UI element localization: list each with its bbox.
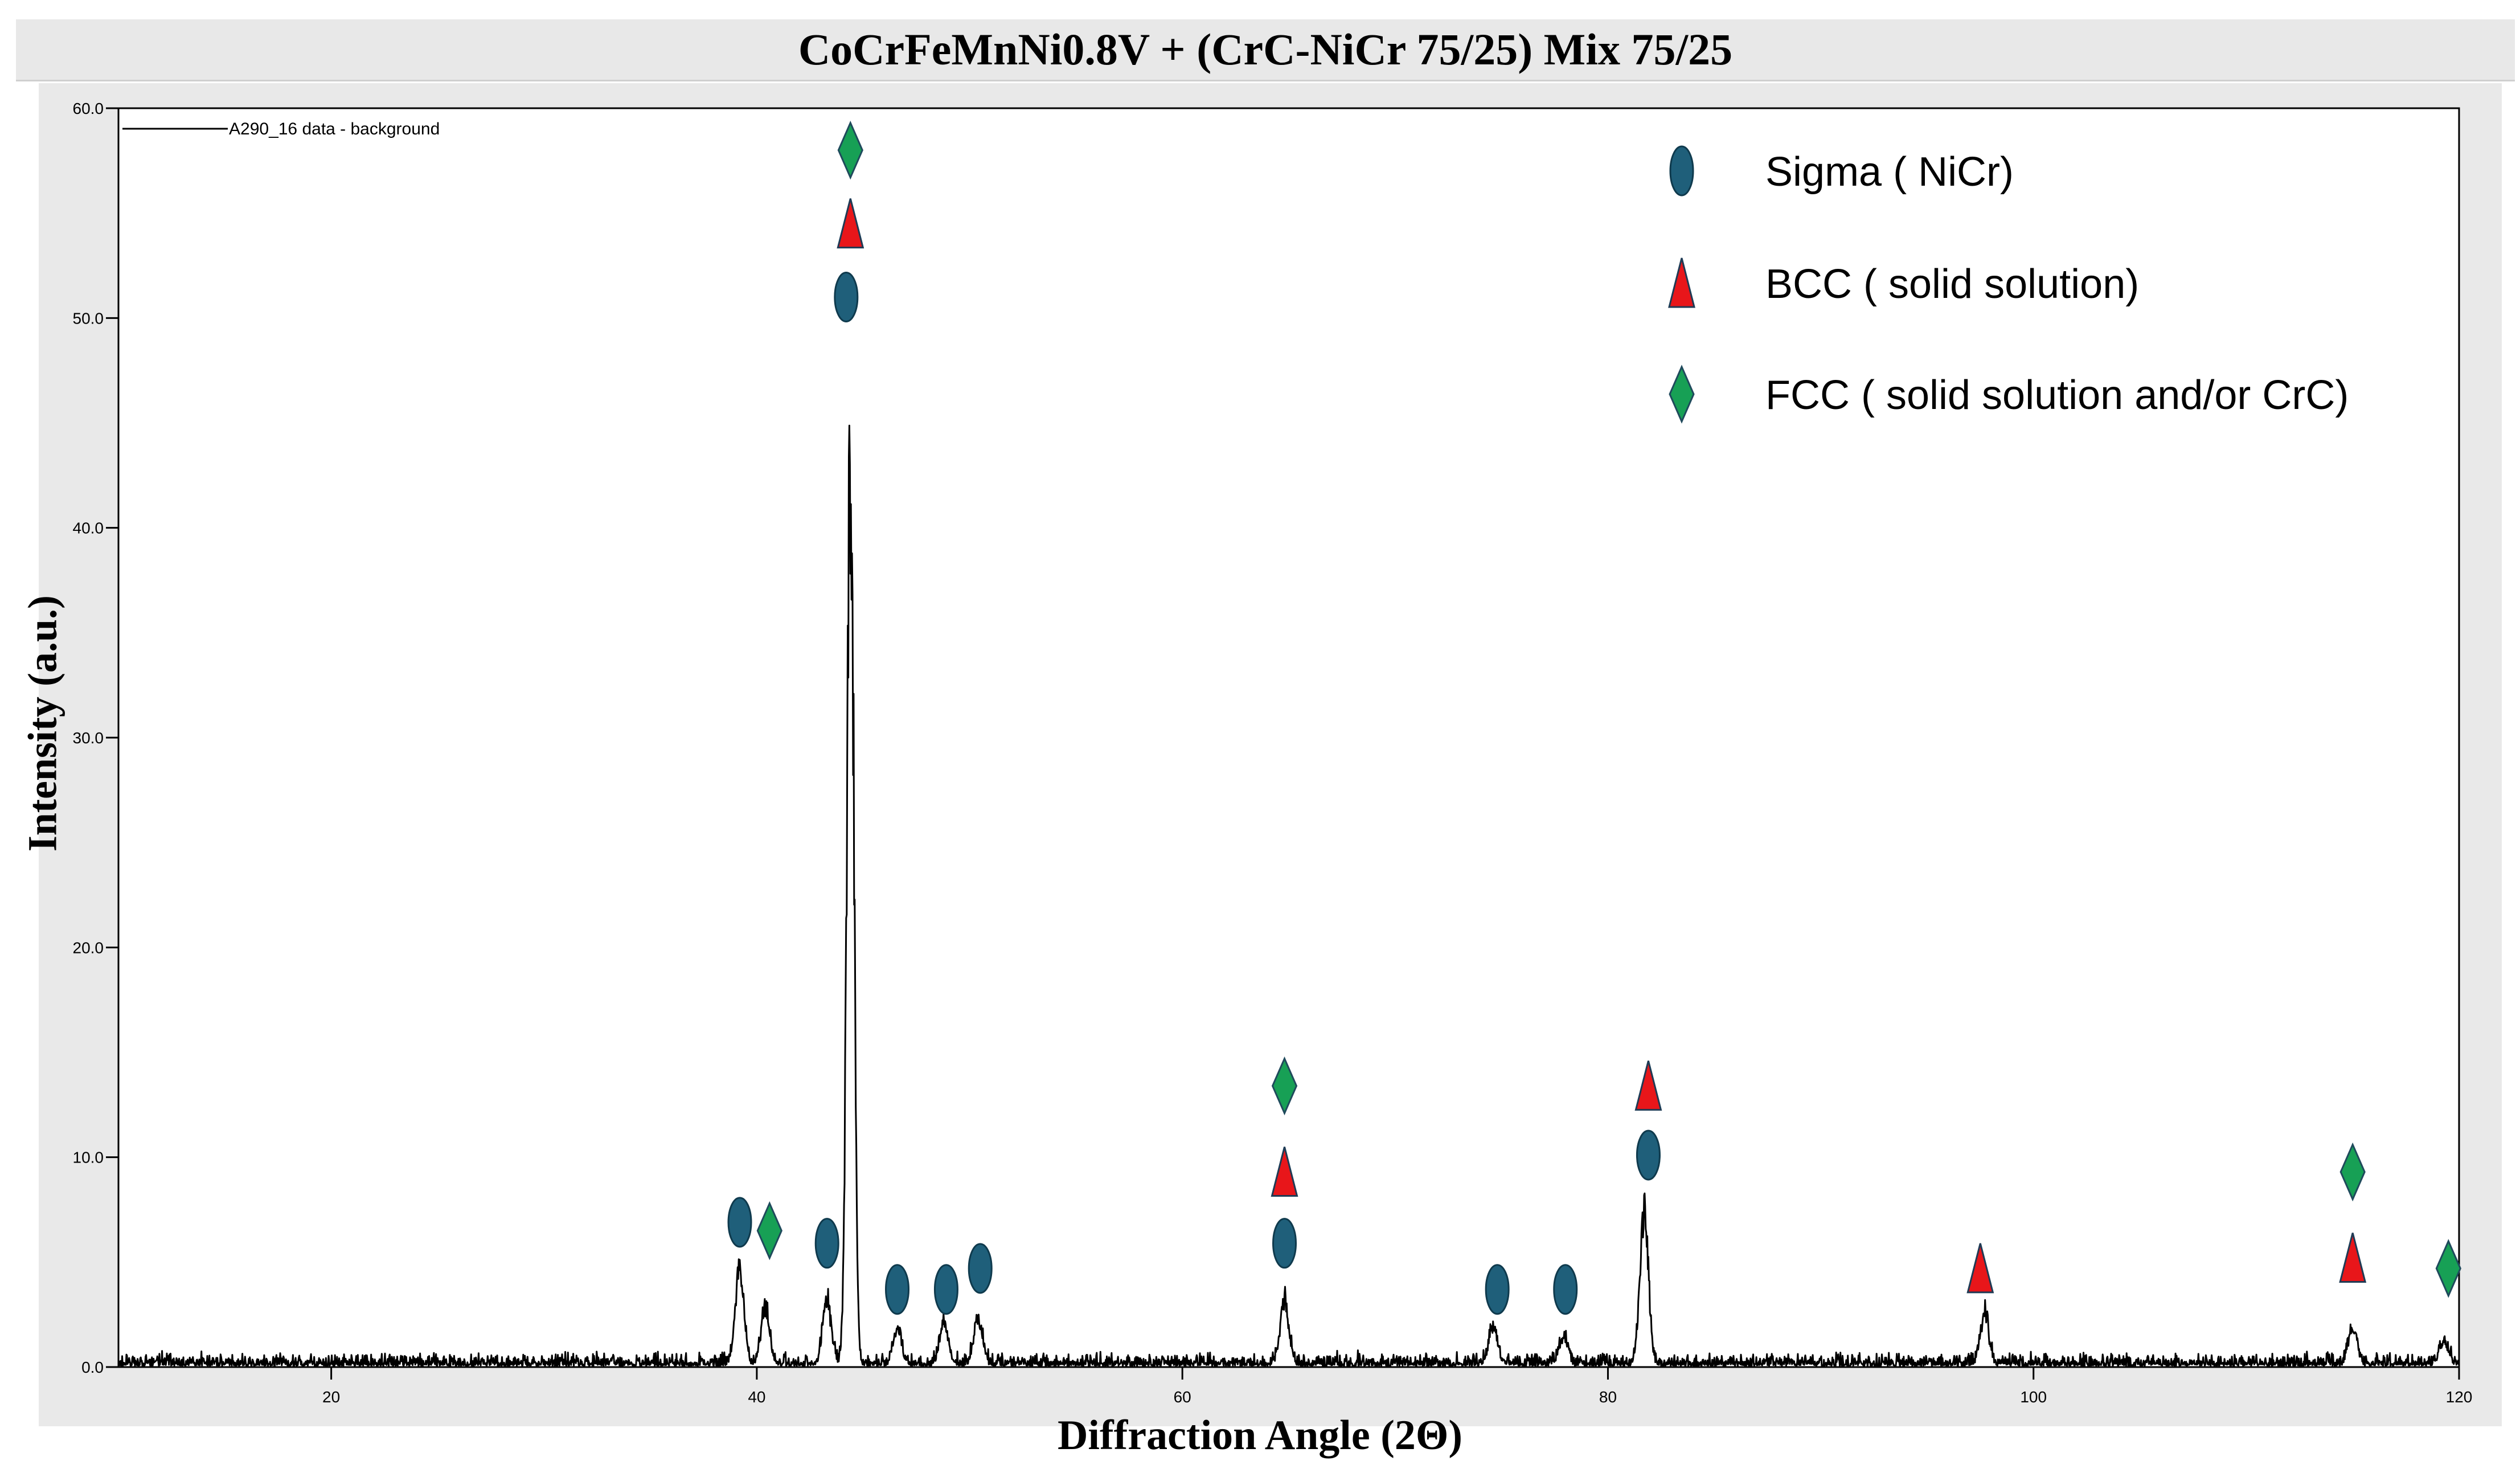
- sigma-marker: [885, 1264, 910, 1315]
- y-tick-label: 30.0: [73, 729, 104, 747]
- bcc-marker: [1271, 1147, 1298, 1197]
- x-tick-label: 120: [2446, 1388, 2473, 1406]
- x-axis-label: Diffraction Angle (2Θ): [1057, 1412, 1463, 1459]
- y-tick-label: 40.0: [73, 519, 104, 537]
- fcc-legend-marker: [1669, 365, 1695, 424]
- y-axis-label: Intensity (a.u.): [19, 595, 65, 852]
- x-axis: 20 40 60 80 100 120: [322, 1367, 2472, 1406]
- chart-title-bar: CoCrFeMnNi0.8V + (CrC-NiCr 75/25) Mix 75…: [16, 19, 2515, 81]
- sigma-legend-marker: [1669, 145, 1694, 197]
- bcc-marker: [1634, 1061, 1662, 1111]
- bcc-legend-marker: [1668, 257, 1695, 308]
- fcc-legend-label: FCC ( solid solution and/or CrC): [1765, 373, 2349, 418]
- sigma-marker: [814, 1218, 839, 1269]
- sigma-marker: [1636, 1130, 1661, 1181]
- sigma-legend-label: Sigma ( NiCr): [1765, 149, 2014, 195]
- fcc-marker: [756, 1201, 782, 1261]
- phase-markers: [727, 120, 2461, 1315]
- sigma-marker: [1272, 1218, 1297, 1269]
- sigma-marker: [834, 272, 859, 322]
- bcc-marker: [837, 198, 864, 249]
- sigma-marker: [1553, 1264, 1578, 1315]
- bcc-marker: [2339, 1233, 2367, 1283]
- series-legend: A290_16 data - background: [122, 120, 440, 138]
- fcc-marker: [1271, 1056, 1298, 1116]
- y-tick-label: 20.0: [73, 939, 104, 956]
- y-tick-label: 50.0: [73, 309, 104, 327]
- sigma-marker: [968, 1243, 993, 1294]
- fcc-marker: [837, 120, 863, 180]
- x-tick-label: 40: [748, 1388, 765, 1406]
- x-tick-label: 60: [1174, 1388, 1191, 1406]
- y-tick-label: 10.0: [73, 1149, 104, 1167]
- bcc-marker: [1966, 1243, 1994, 1294]
- x-tick-label: 100: [2020, 1388, 2047, 1406]
- y-tick-label: 0.0: [81, 1358, 104, 1376]
- sigma-marker: [933, 1264, 958, 1315]
- bcc-legend-label: BCC ( solid solution): [1765, 261, 2139, 307]
- chart-title: CoCrFeMnNi0.8V + (CrC-NiCr 75/25) Mix 75…: [798, 24, 1733, 74]
- fcc-marker: [2339, 1142, 2366, 1202]
- sigma-marker: [727, 1197, 752, 1248]
- data-series-line: [117, 424, 2460, 1368]
- series-legend-label: A290_16 data - background: [229, 120, 440, 138]
- y-axis: 0.0 10.0 20.0 30.0 40.0 50.0 60.0: [73, 100, 118, 1376]
- y-tick-label: 60.0: [73, 100, 104, 117]
- x-tick-label: 80: [1599, 1388, 1617, 1406]
- fcc-marker: [2435, 1239, 2461, 1298]
- sigma-marker: [1485, 1264, 1510, 1315]
- phase-legend: Sigma ( NiCr) BCC ( solid solution) FCC ( …: [1668, 145, 2349, 424]
- x-tick-label: 20: [322, 1388, 340, 1406]
